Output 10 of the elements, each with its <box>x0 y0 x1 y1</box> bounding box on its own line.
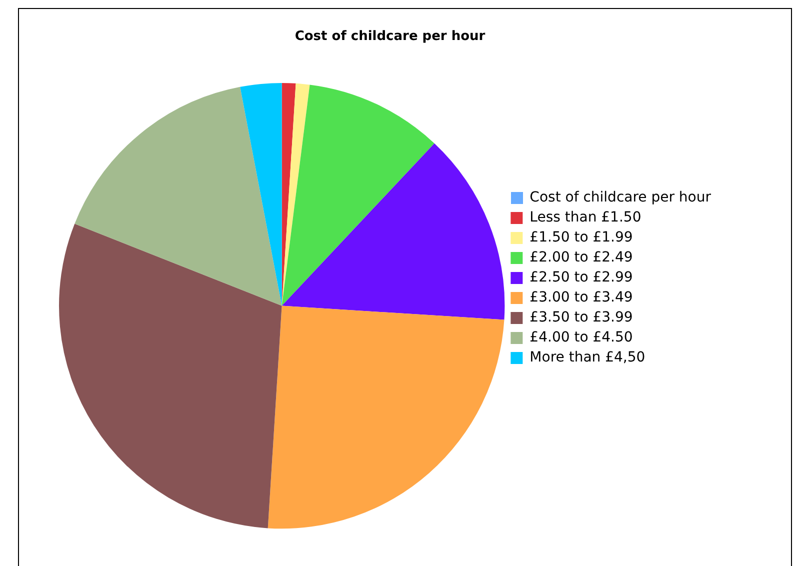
legend-label: £1.50 to £1.99 <box>530 230 633 246</box>
legend-label: £4.00 to £4.50 <box>530 330 633 346</box>
legend-label: £2.50 to £2.99 <box>530 270 633 286</box>
legend-label: £3.00 to £3.49 <box>530 290 633 306</box>
legend-label: £3.50 to £3.99 <box>530 310 633 326</box>
chart-title: Cost of childcare per hour <box>294 29 486 44</box>
legend-label: More than £4,50 <box>530 350 646 366</box>
legend-label: Less than £1.50 <box>530 210 642 226</box>
legend-title: Cost of childcare per hour <box>530 190 712 206</box>
legend-label: £2.00 to £2.49 <box>530 250 633 266</box>
